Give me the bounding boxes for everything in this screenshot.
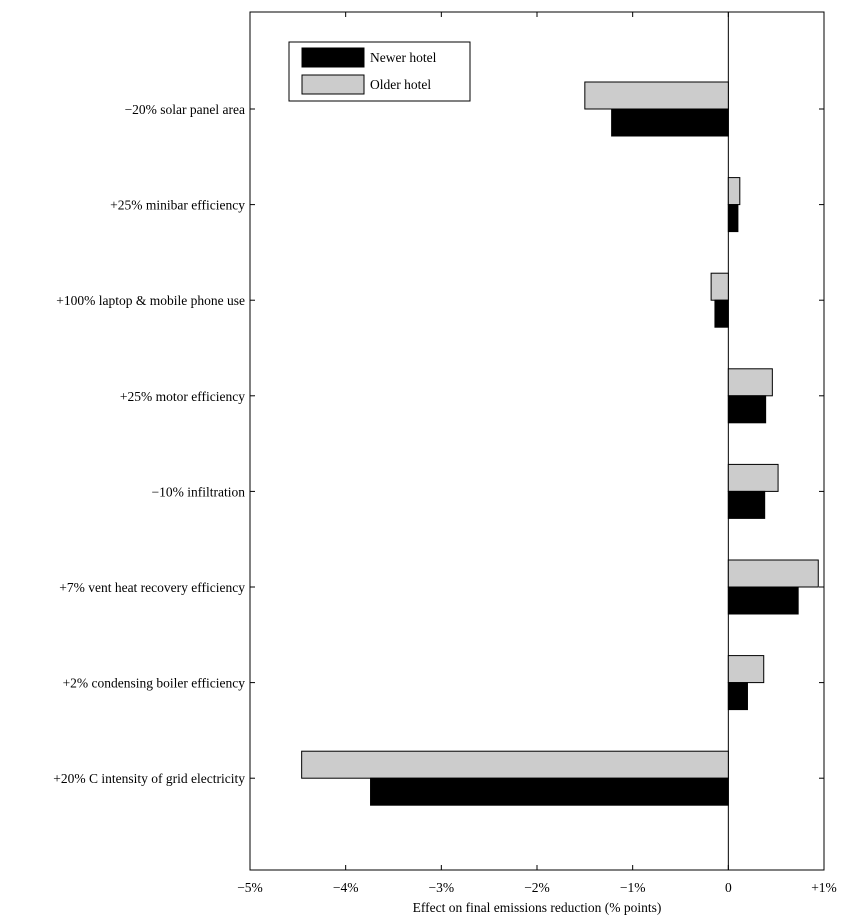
category-label: −20% solar panel area [125, 102, 245, 117]
bar-older-hotel [727, 368, 773, 397]
category-label: +25% motor efficiency [120, 389, 245, 404]
legend: Newer hotel Older hotel [288, 41, 471, 102]
bar-older-hotel [727, 463, 779, 492]
bar-newer-hotel [370, 777, 729, 806]
category-label: +100% laptop & mobile phone use [56, 293, 245, 308]
bar-newer-hotel [727, 490, 766, 519]
bar-newer-hotel [727, 395, 767, 424]
x-tick-label: −4% [333, 880, 359, 895]
category-label: −10% infiltration [152, 484, 246, 499]
x-tick-label: −1% [620, 880, 646, 895]
bars-group [301, 81, 819, 806]
bar-newer-hotel [727, 586, 799, 615]
category-label: +2% condensing boiler efficiency [63, 676, 246, 691]
bar-older-hotel [727, 559, 819, 588]
plot-area-frame [249, 11, 825, 871]
x-tick-label: −3% [429, 880, 455, 895]
category-label: +7% vent heat recovery efficiency [59, 580, 245, 595]
bar-older-hotel [727, 655, 765, 684]
category-label: +20% C intensity of grid electricity [53, 771, 245, 786]
legend-label: Older hotel [370, 77, 431, 92]
y-ticks-group: −20% solar panel area +25% minibar effici… [53, 102, 824, 786]
x-tick-label: −2% [524, 880, 550, 895]
legend-swatch [301, 74, 365, 95]
bar-newer-hotel [714, 299, 729, 328]
bar-older-hotel [584, 81, 729, 110]
legend-swatch [301, 47, 365, 68]
legend-label: Newer hotel [370, 50, 437, 65]
bar-newer-hotel [727, 682, 748, 711]
x-ticks-group: −5% −4% −3% −2% −1% 0 +1% [237, 12, 837, 895]
bar-older-hotel [301, 750, 729, 779]
bar-newer-hotel [727, 204, 739, 233]
bar-older-hotel [710, 272, 729, 301]
x-tick-label: 0 [725, 880, 732, 895]
x-axis-label: Effect on final emissions reduction (% p… [413, 900, 662, 915]
x-tick-label: +1% [811, 880, 837, 895]
category-label: +25% minibar efficiency [110, 198, 245, 213]
x-tick-label: −5% [237, 880, 263, 895]
bar-newer-hotel [611, 108, 729, 137]
bar-older-hotel [727, 177, 741, 206]
